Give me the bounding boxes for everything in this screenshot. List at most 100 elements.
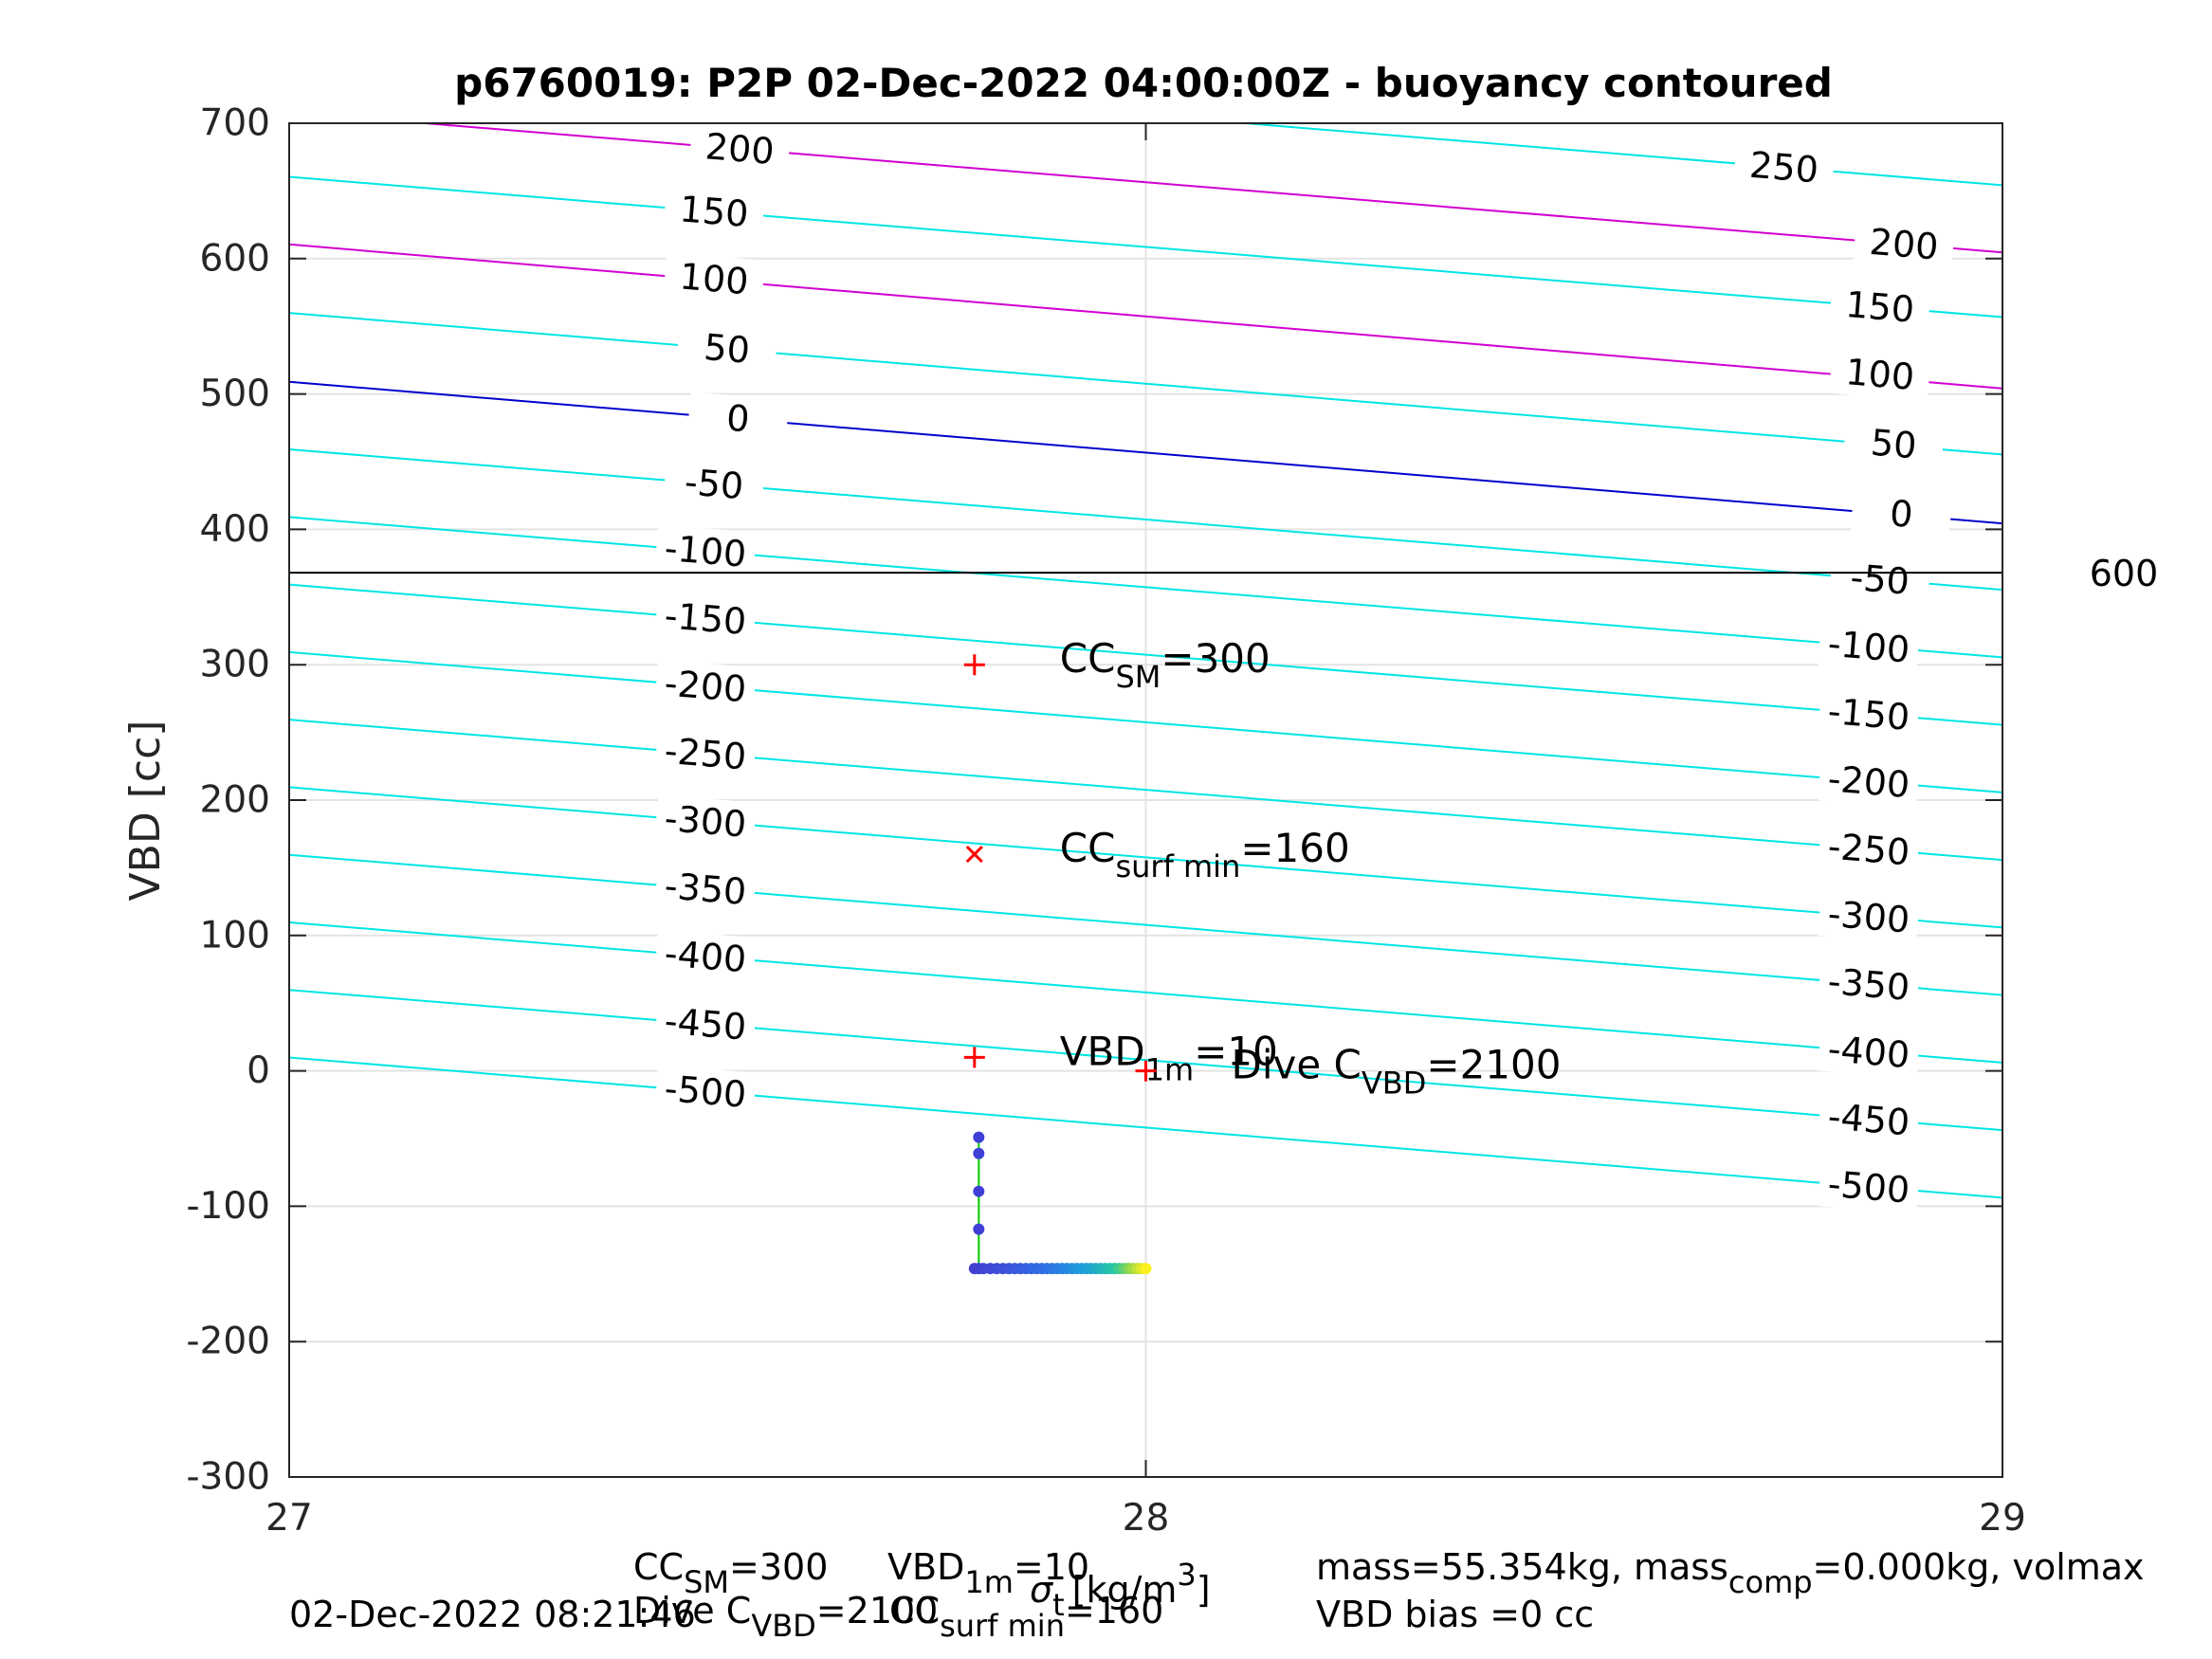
contour-label-bg [654,1065,757,1119]
footer-cc-surf-min: CCsurf min=160 [889,1590,1163,1644]
reference-line-label: 600 [2090,553,2159,594]
contour-label-bg [675,321,778,376]
y-tick-label: -300 [186,1456,270,1499]
contour-label-bg [1818,1160,1920,1214]
contour-label: -50 [1849,556,1910,603]
contour-label-bg [1850,486,1953,541]
footer-block: CCSM=300 VBD1m=10 σt [kg/m3] Dive CVBD=21… [289,1546,2145,1644]
trace-point [973,1147,985,1159]
contour-line [289,516,2002,659]
x-tick-label: 27 [265,1497,313,1540]
contour-line [1244,123,2002,187]
footer-cc-sm: CCSM=300 [633,1546,828,1600]
y-tick-label: -200 [186,1321,270,1363]
x-tick-label: 29 [1979,1497,2026,1540]
contour-label-bg [654,592,757,646]
contour-line [289,243,2002,390]
contour-line [289,175,2002,319]
contour-line [289,786,2002,929]
contour-label: 200 [704,125,776,173]
contour-label-bg [1732,140,1836,194]
contour-label-bg [654,524,757,578]
contour-line [425,123,2002,254]
marker-label: CCsurf min=160 [1060,825,1350,884]
marker-plus [963,1047,985,1068]
contour-label: -300 [1826,893,1911,941]
trace-group [968,1131,1152,1275]
contour-line [289,380,2002,525]
chart-title: p6760019: P2P 02-Dec-2022 04:00:00Z - bu… [454,60,1833,106]
contour-label: -200 [1826,757,1911,806]
contour-label-bg [663,457,765,511]
reference-line-group: 600 [289,553,2158,594]
contour-label: 0 [725,397,752,441]
contour-line [289,448,2002,592]
y-tick-label: 200 [200,779,270,822]
trace-point [973,1185,985,1197]
contour-label-bg [654,997,757,1051]
contour-label: -500 [1826,1163,1911,1212]
trace-point [973,1223,985,1235]
contour-label-bg [1853,217,1955,271]
contour-label: -100 [663,527,748,575]
contour-label: -450 [663,1000,748,1048]
contour-label: -150 [663,594,748,643]
contour-label: -400 [663,932,748,980]
contour-label: -300 [663,797,748,846]
contour-label-bg [686,392,790,446]
contour-line [289,583,2002,726]
contour-label-bg [688,123,792,176]
contour-label: -50 [683,461,744,507]
contour-label: -350 [663,865,748,913]
contour-label-bg [1818,755,1920,809]
contours: 250 200 200 150 150 100 100 50 50 0 0 -50 -50 -100 -10… [289,123,2002,1214]
contour-label-bg [1818,890,1920,944]
trace-point [1140,1263,1152,1275]
contour-label-bg [654,862,757,916]
contour-label: 150 [1844,283,1916,331]
footer-mass: mass=55.354kg, masscomp=0.000kg, volmax [1316,1546,2145,1600]
x-axis-label: σt [kg/m3] [1030,1557,1211,1623]
contour-label: -150 [1826,690,1911,738]
contour-label-bg [663,185,765,239]
contour-label: 100 [678,255,750,302]
contour-label: 0 [1889,492,1915,536]
y-tick-label: 0 [247,1049,270,1092]
contour-label: -350 [1826,960,1911,1009]
contour-label-bg [1818,1025,1920,1079]
contour-line [289,719,2002,862]
contour-label-bg [663,252,765,306]
contour-label: -400 [1826,1028,1911,1076]
trace-point [973,1131,985,1143]
contour-label: -450 [1826,1096,1911,1144]
y-tick-label: -100 [186,1185,270,1228]
footer-vbd-1m: VBD1m=10 [887,1546,1089,1600]
contour-label-bg [654,726,757,781]
footer-dive-cvbd: Dive CVBD=2100 [633,1590,938,1644]
contour-label: 150 [678,188,750,235]
contour-label-bg [654,929,757,984]
footer-timestamp: 02-Dec-2022 08:21:46 [289,1594,696,1635]
y-tick-label: 700 [200,102,270,145]
contour-label: -250 [663,730,748,778]
contour-label: -200 [663,662,748,710]
y-tick-label: 300 [200,644,270,686]
contour-label: -100 [1826,623,1911,671]
contour-line [289,921,2002,1064]
marker-plus [963,654,985,676]
contour-label: 50 [1869,422,1918,467]
contour-label: 250 [1748,144,1820,191]
contour-label-bg [1842,417,1946,471]
footer-vbd-bias: VBD bias =0 cc [1316,1594,1594,1635]
contour-label: -250 [1826,826,1911,874]
contour-label-bg [654,659,757,714]
contour-label: -500 [663,1067,748,1116]
y-tick-label: 500 [200,373,270,415]
contour-label-bg [1818,620,1920,674]
contour-line [289,312,2002,456]
contour-label-bg [1818,822,1920,877]
y-tick-label: 100 [200,914,270,957]
contour-label: 100 [1844,351,1916,398]
